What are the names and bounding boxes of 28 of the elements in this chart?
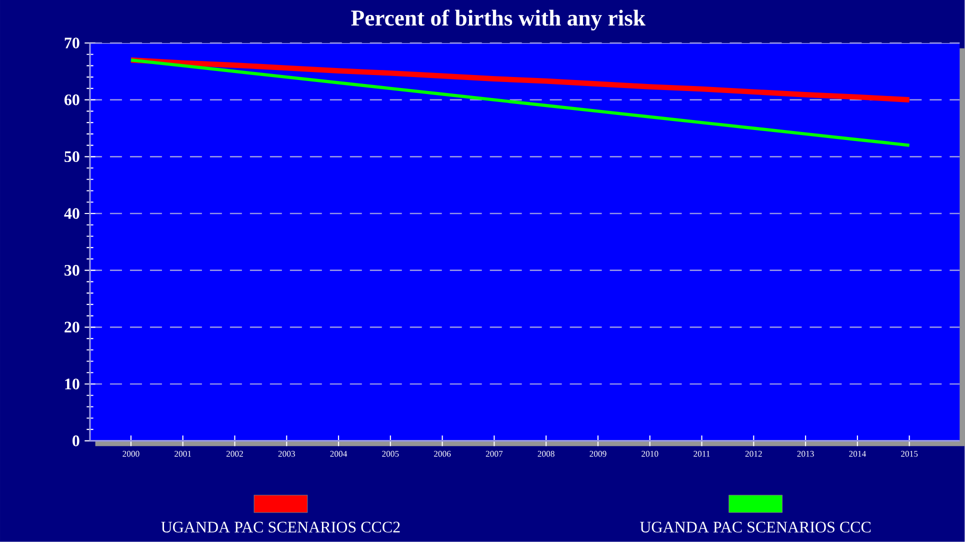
y-tick-label: 10 — [65, 378, 80, 390]
line-series — [129, 58, 911, 147]
x-tick-label: 2004 — [330, 450, 348, 457]
y-tick-label: 20 — [64, 322, 80, 333]
legend-label: UGANDA PAC SCENARIOS CCC — [640, 522, 871, 533]
x-tick-label: 2002 — [226, 450, 243, 457]
x-tick-label: 2012 — [745, 450, 762, 457]
x-tick-label: 2003 — [278, 450, 295, 457]
x-tick-label: 2006 — [434, 450, 451, 457]
legend-label: UGANDA PAC SCENARIOS CCC2 — [161, 522, 400, 533]
y-tick-label: 30 — [64, 265, 80, 276]
x-tick-label: 2013 — [797, 450, 814, 457]
x-tick-label: 2010 — [642, 450, 658, 457]
x-tick-label: 2001 — [174, 450, 191, 457]
y-tick-label: 70 — [64, 38, 80, 48]
x-tick-label: 2014 — [849, 450, 866, 457]
x-tick-label: 2000 — [122, 450, 140, 457]
x-tick-label: 2011 — [694, 450, 710, 457]
x-tick-label: 2007 — [486, 450, 503, 457]
chart-title: Percent of births with any risk — [351, 10, 646, 30]
x-tick-label: 2015 — [901, 450, 918, 457]
x-tick-label: 2005 — [382, 450, 399, 457]
x-tick-label: 2009 — [590, 450, 606, 457]
y-tick-label: 60 — [64, 94, 80, 106]
y-tick-label: 50 — [64, 151, 80, 162]
x-tick-label: 2008 — [538, 450, 554, 457]
y-tick-label: 40 — [64, 208, 80, 219]
y-tick-label: 0 — [72, 436, 80, 446]
